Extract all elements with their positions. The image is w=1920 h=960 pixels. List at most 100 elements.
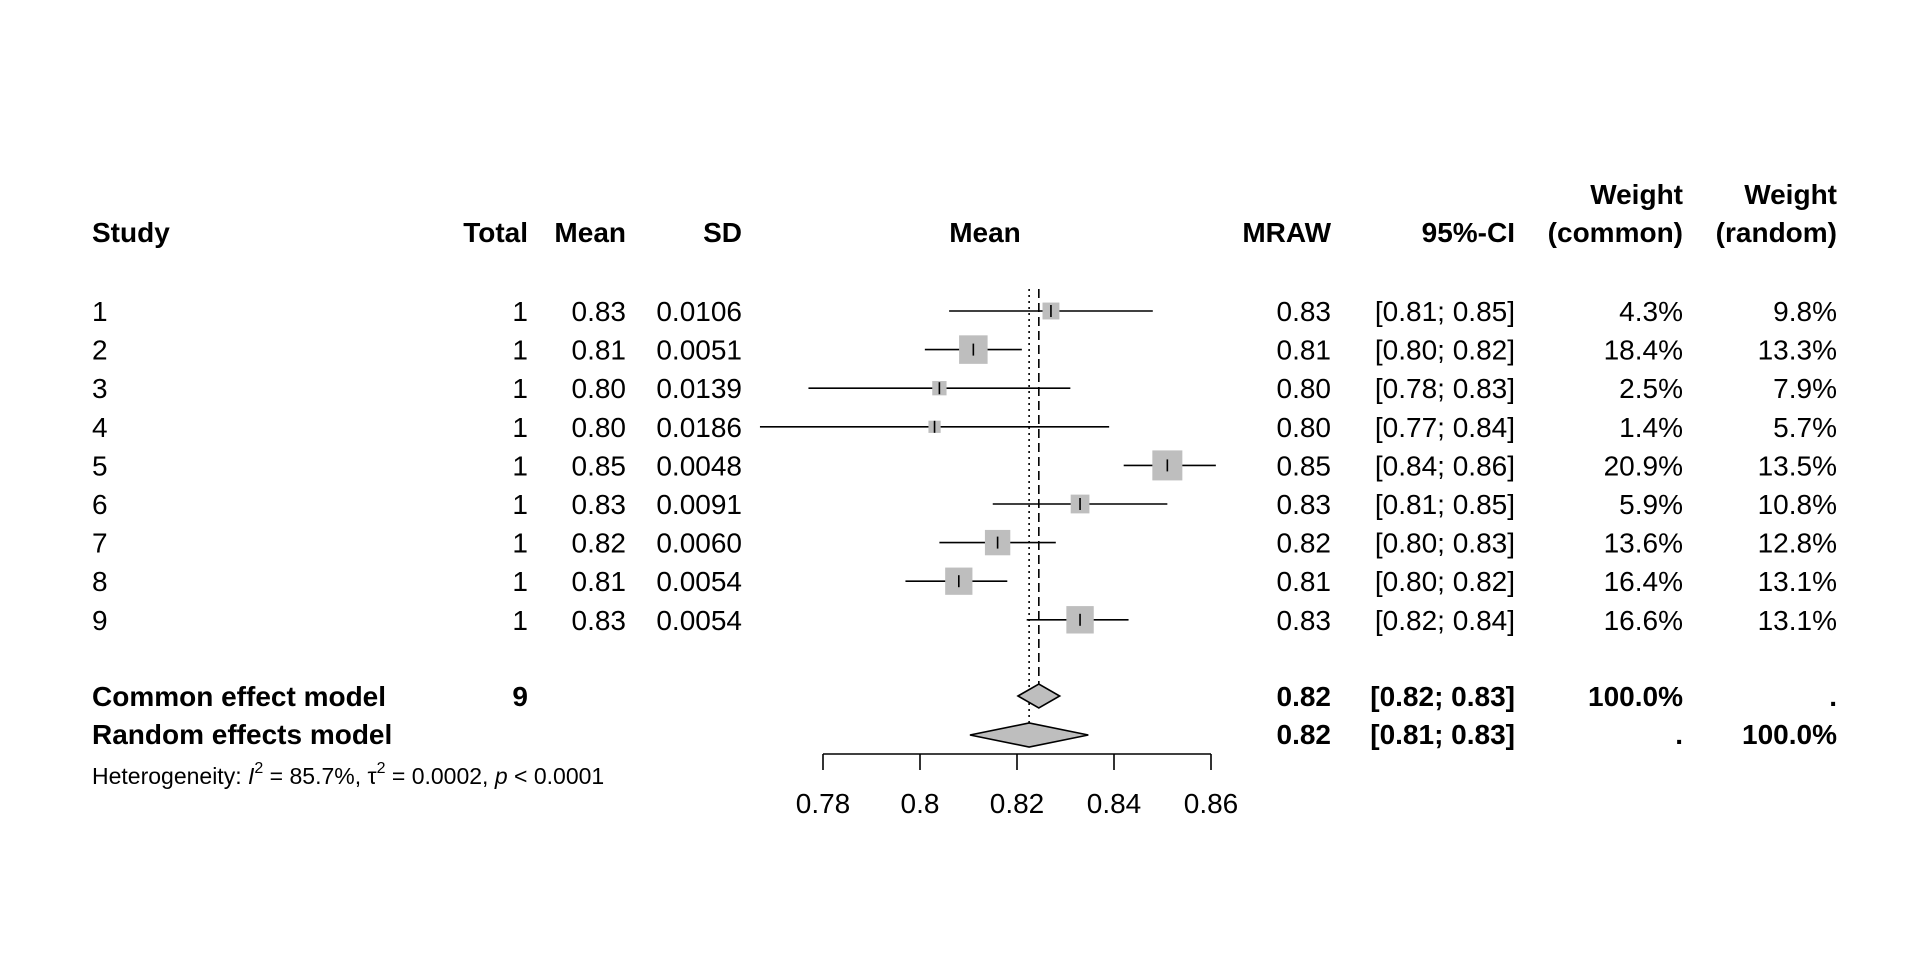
weight-common-value: 5.9%	[1619, 489, 1683, 520]
total-value: 1	[512, 566, 528, 597]
weight-common-value: 20.9%	[1604, 450, 1683, 481]
ci-value: [0.84; 0.86]	[1375, 450, 1515, 481]
weight-random-value: 5.7%	[1773, 412, 1837, 443]
mean-value: 0.81	[572, 566, 627, 597]
common-model-label: Common effect model	[92, 681, 386, 712]
ci-value: [0.82; 0.84]	[1375, 605, 1515, 636]
study-label: 5	[92, 450, 108, 481]
sd-value: 0.0060	[656, 528, 742, 559]
random-model-mraw: 0.82	[1277, 719, 1332, 750]
ci-value: [0.78; 0.83]	[1375, 373, 1515, 404]
common-model-total: 9	[512, 681, 528, 712]
mraw-value: 0.83	[1277, 296, 1332, 327]
header-weight-common-1: Weight	[1590, 179, 1683, 210]
study-label: 7	[92, 528, 108, 559]
mean-value: 0.85	[572, 450, 627, 481]
mraw-value: 0.81	[1277, 566, 1332, 597]
weight-common-value: 13.6%	[1604, 528, 1683, 559]
weight-random-value: 7.9%	[1773, 373, 1837, 404]
header-weight-random-2: (random)	[1716, 217, 1837, 248]
total-value: 1	[512, 412, 528, 443]
random-model-weight-random: 100.0%	[1742, 719, 1837, 750]
sd-value: 0.0054	[656, 566, 742, 597]
header-study: Study	[92, 217, 170, 248]
header-mraw: MRAW	[1242, 217, 1331, 248]
mean-value: 0.82	[572, 528, 627, 559]
mean-value: 0.80	[572, 412, 627, 443]
mean-value: 0.81	[572, 335, 627, 366]
heterogeneity-text: Heterogeneity: I2 = 85.7%, τ2 = 0.0002, …	[92, 760, 604, 789]
x-tick-label: 0.78	[796, 788, 851, 819]
total-value: 1	[512, 296, 528, 327]
mean-value: 0.83	[572, 605, 627, 636]
mraw-value: 0.81	[1277, 335, 1332, 366]
weight-common-value: 4.3%	[1619, 296, 1683, 327]
sd-value: 0.0051	[656, 335, 742, 366]
study-label: 3	[92, 373, 108, 404]
ci-value: [0.81; 0.85]	[1375, 489, 1515, 520]
total-value: 1	[512, 489, 528, 520]
total-value: 1	[512, 335, 528, 366]
total-value: 1	[512, 373, 528, 404]
header-weight-random-1: Weight	[1744, 179, 1837, 210]
mraw-value: 0.85	[1277, 450, 1332, 481]
sd-value: 0.0091	[656, 489, 742, 520]
ci-value: [0.80; 0.82]	[1375, 566, 1515, 597]
sd-value: 0.0106	[656, 296, 742, 327]
common-effect-diamond	[1016, 683, 1062, 709]
total-value: 1	[512, 605, 528, 636]
ci-value: [0.80; 0.82]	[1375, 335, 1515, 366]
weight-random-value: 13.5%	[1758, 450, 1837, 481]
mean-value: 0.80	[572, 373, 627, 404]
x-tick-label: 0.84	[1087, 788, 1142, 819]
header-sd: SD	[703, 217, 742, 248]
random-effects-diamond	[969, 722, 1089, 748]
weight-random-value: 13.1%	[1758, 566, 1837, 597]
weight-random-value: 13.1%	[1758, 605, 1837, 636]
study-label: 9	[92, 605, 108, 636]
x-tick-label: 0.8	[901, 788, 940, 819]
study-label: 6	[92, 489, 108, 520]
header-plot-mean: Mean	[949, 217, 1021, 248]
total-value: 1	[512, 450, 528, 481]
mean-value: 0.83	[572, 489, 627, 520]
study-label: 1	[92, 296, 108, 327]
study-label: 4	[92, 412, 108, 443]
sd-value: 0.0186	[656, 412, 742, 443]
mraw-value: 0.83	[1277, 605, 1332, 636]
mraw-value: 0.80	[1277, 412, 1332, 443]
random-model-weight-common: .	[1675, 719, 1683, 750]
random-model-ci: [0.81; 0.83]	[1370, 719, 1515, 750]
x-axis: 0.78 0.8 0.82 0.84 0.86	[796, 753, 1239, 819]
ci-value: [0.81; 0.85]	[1375, 296, 1515, 327]
common-model-weight-common: 100.0%	[1588, 681, 1683, 712]
weight-common-value: 16.6%	[1604, 605, 1683, 636]
weight-common-value: 16.4%	[1604, 566, 1683, 597]
weight-random-value: 10.8%	[1758, 489, 1837, 520]
sd-value: 0.0054	[656, 605, 742, 636]
mraw-value: 0.83	[1277, 489, 1332, 520]
common-model-weight-random: .	[1829, 681, 1837, 712]
mraw-value: 0.80	[1277, 373, 1332, 404]
x-tick-label: 0.82	[990, 788, 1045, 819]
weight-common-value: 2.5%	[1619, 373, 1683, 404]
x-tick-label: 0.86	[1184, 788, 1239, 819]
mean-value: 0.83	[572, 296, 627, 327]
common-model-ci: [0.82; 0.83]	[1370, 681, 1515, 712]
ci-value: [0.77; 0.84]	[1375, 412, 1515, 443]
weight-common-value: 18.4%	[1604, 335, 1683, 366]
random-model-label: Random effects model	[92, 719, 392, 750]
sd-value: 0.0139	[656, 373, 742, 404]
study-label: 2	[92, 335, 108, 366]
study-label: 8	[92, 566, 108, 597]
total-value: 1	[512, 528, 528, 559]
weight-random-value: 13.3%	[1758, 335, 1837, 366]
weight-common-value: 1.4%	[1619, 412, 1683, 443]
sd-value: 0.0048	[656, 450, 742, 481]
study-rows: 1 1 0.83 0.0106 0.83 [0.81; 0.85] 4.3% 9.8%2 1 0.…	[92, 296, 1837, 636]
ci-value: [0.80; 0.83]	[1375, 528, 1515, 559]
header-total: Total	[463, 217, 528, 248]
header-ci: 95%-CI	[1422, 217, 1515, 248]
header-mean: Mean	[554, 217, 626, 248]
header-weight-common-2: (common)	[1548, 217, 1683, 248]
